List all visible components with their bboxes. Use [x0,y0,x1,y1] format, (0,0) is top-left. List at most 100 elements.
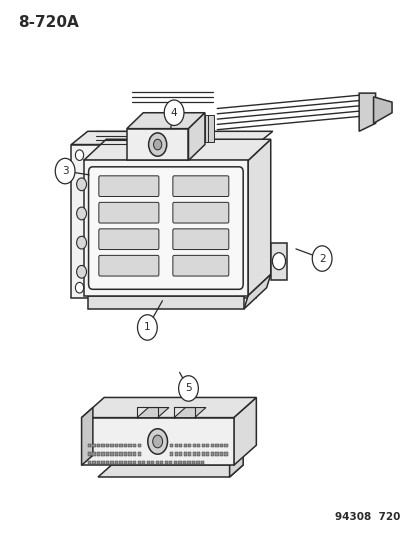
Polygon shape [133,443,136,447]
Polygon shape [88,443,91,447]
Polygon shape [101,443,104,447]
Polygon shape [106,452,109,456]
Polygon shape [119,461,122,464]
Polygon shape [128,461,131,464]
Polygon shape [115,452,118,456]
Circle shape [55,158,75,184]
Polygon shape [174,443,177,447]
Polygon shape [215,443,218,447]
Polygon shape [101,461,104,464]
FancyBboxPatch shape [99,255,159,276]
Polygon shape [106,461,109,464]
Polygon shape [178,443,182,447]
Polygon shape [81,398,256,418]
Polygon shape [178,452,182,456]
Polygon shape [137,443,140,447]
Polygon shape [88,296,243,309]
Polygon shape [206,443,209,447]
Text: 2: 2 [318,254,325,263]
Polygon shape [101,452,104,456]
FancyBboxPatch shape [99,229,159,249]
Polygon shape [137,461,140,464]
Polygon shape [174,452,177,456]
Polygon shape [219,452,223,456]
Polygon shape [183,452,186,456]
FancyBboxPatch shape [173,203,228,223]
Polygon shape [106,443,109,447]
Polygon shape [123,443,127,447]
Polygon shape [243,274,270,309]
Polygon shape [219,443,223,447]
Circle shape [76,236,86,249]
Polygon shape [192,443,195,447]
Polygon shape [110,461,114,464]
Polygon shape [88,452,91,456]
Polygon shape [182,461,185,464]
Polygon shape [133,461,136,464]
Polygon shape [197,443,200,447]
Polygon shape [110,443,114,447]
Polygon shape [183,443,186,447]
Polygon shape [128,443,131,447]
Polygon shape [169,461,172,464]
Polygon shape [123,452,127,456]
Polygon shape [155,461,159,464]
Polygon shape [97,443,100,447]
Polygon shape [137,408,169,418]
FancyBboxPatch shape [173,255,228,276]
Polygon shape [126,113,204,128]
Polygon shape [206,452,209,456]
Circle shape [137,315,157,340]
Polygon shape [204,115,211,142]
Circle shape [178,376,198,401]
Circle shape [147,429,167,454]
Polygon shape [123,461,127,464]
Polygon shape [200,461,204,464]
Circle shape [272,253,285,270]
Polygon shape [196,461,199,464]
Text: 94308  720: 94308 720 [334,512,399,522]
FancyBboxPatch shape [99,176,159,197]
Polygon shape [83,160,247,296]
Polygon shape [215,452,218,456]
Polygon shape [71,144,256,298]
Polygon shape [192,452,195,456]
Polygon shape [191,461,195,464]
Polygon shape [164,461,168,464]
Polygon shape [88,461,91,464]
Circle shape [153,139,161,150]
Polygon shape [187,461,190,464]
Polygon shape [97,461,100,464]
Polygon shape [188,452,191,456]
Polygon shape [358,93,375,131]
FancyBboxPatch shape [88,167,242,289]
Polygon shape [92,443,95,447]
Polygon shape [92,461,95,464]
Polygon shape [81,418,233,465]
Polygon shape [115,461,118,464]
Polygon shape [119,452,122,456]
Polygon shape [83,139,270,160]
Polygon shape [210,452,214,456]
Polygon shape [133,452,136,456]
Polygon shape [146,461,150,464]
Polygon shape [208,115,214,142]
Polygon shape [128,452,131,456]
Polygon shape [92,452,95,456]
Polygon shape [173,461,176,464]
Text: 8-720A: 8-720A [18,14,78,30]
Polygon shape [98,465,242,477]
FancyBboxPatch shape [99,203,159,223]
Polygon shape [188,113,204,160]
Polygon shape [224,443,227,447]
Polygon shape [137,452,140,456]
Circle shape [311,246,331,271]
Polygon shape [170,443,173,447]
Polygon shape [142,461,145,464]
Polygon shape [373,97,391,123]
Polygon shape [115,443,118,447]
Polygon shape [151,461,154,464]
Text: 5: 5 [185,383,191,393]
Polygon shape [210,443,214,447]
Circle shape [75,282,83,293]
